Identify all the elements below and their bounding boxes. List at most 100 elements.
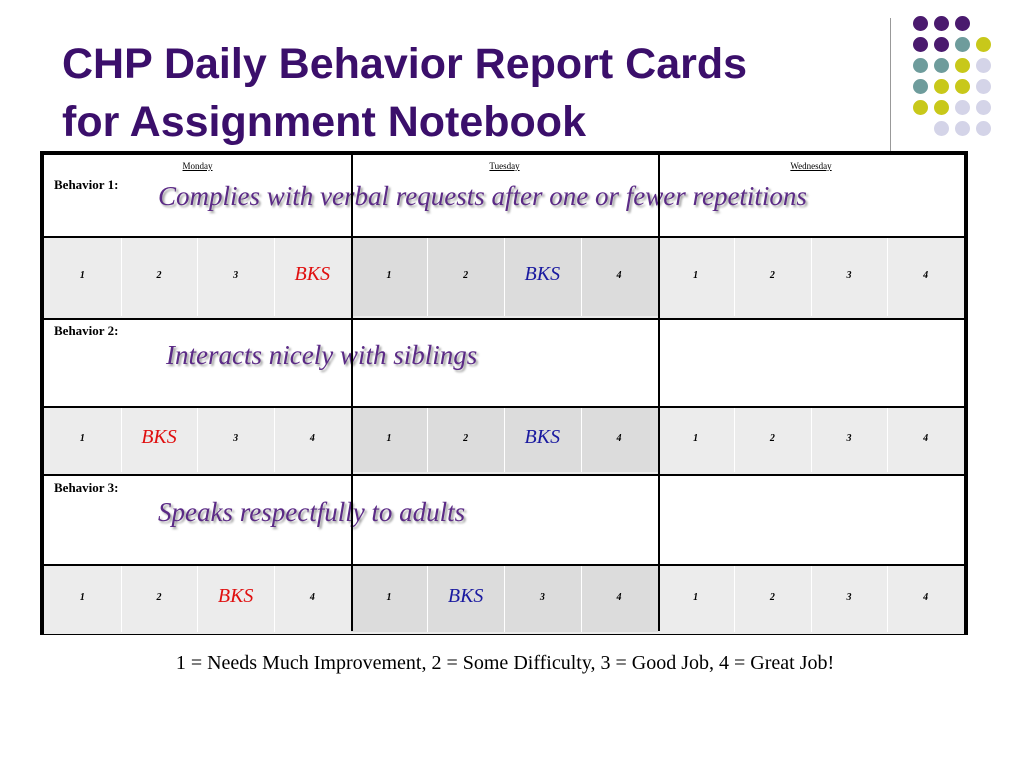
legend: 1 = Needs Much Improvement, 2 = Some Dif… [175,652,835,674]
behavior-label: Behavior 1: [54,177,119,192]
rating: 3 [539,592,545,603]
dot [976,37,991,52]
behavior-description: Interacts nicely with siblings [166,340,478,370]
title-line: CHP Daily Behavior Report Cards [62,40,748,88]
cell-line [120,566,122,632]
rating: 3 [846,270,852,281]
cell-line [120,238,122,316]
cell-line [504,408,505,472]
rating: 4 [309,592,315,603]
rating: 1 [693,592,699,603]
rating: 1 [693,433,699,444]
cell-line [274,408,275,472]
rating-mark: BKS [447,585,484,607]
rating: 2 [156,592,162,603]
rating: 2 [463,433,469,444]
rating: 2 [769,270,775,281]
rating-mark: BKS [524,426,561,448]
dot [955,58,970,73]
rating: 1 [79,592,85,603]
rating: 4 [923,270,929,281]
rating: 2 [156,270,162,281]
cell-line [734,408,735,472]
rating: 4 [309,433,315,444]
rating-mark: BKS [141,426,177,448]
cell-line [810,566,812,632]
cell-line [504,566,505,632]
dot [955,37,970,52]
cell-line [427,566,429,632]
cell-line [197,566,199,632]
rating: 4 [923,592,929,603]
cell-line [120,408,122,472]
cell-line [887,408,889,472]
rating: 3 [846,592,852,603]
rating: 3 [846,433,852,444]
dot [955,100,970,115]
cell-line [504,238,505,316]
behavior-description: Speaks respectfully to adults [158,497,466,527]
cell-line [274,238,275,316]
rating: 2 [769,592,775,603]
dot [955,79,970,94]
dot [955,16,970,31]
rating: 4 [616,592,622,603]
rating: 2 [769,433,775,444]
report-table: Monday Tuesday Wednesday Behavior 1: Complie… [40,151,968,635]
dot [934,121,949,136]
day-divider [351,155,353,631]
dot [976,121,991,136]
dot [934,79,949,94]
behavior-label: Behavior 3: [54,480,119,495]
cell-line [427,238,429,316]
dot [976,58,991,73]
cell-line [887,238,889,316]
cell-line [427,408,429,472]
rating-mark: BKS [217,585,254,607]
cell-line [274,566,275,632]
day-header: Tuesday [489,161,520,171]
dot [934,16,949,31]
cell-line [734,238,735,316]
rating: 3 [233,270,239,281]
cell-line [810,408,812,472]
dot [976,79,991,94]
rating: 4 [616,270,622,281]
cell-line [580,408,582,472]
rating: 1 [693,270,699,281]
rating: 1 [79,270,85,281]
day-header: Monday [182,161,213,171]
dot [913,100,928,115]
divider [890,18,891,186]
day-divider [658,155,660,631]
day-header: Wednesday [790,161,832,171]
dot [934,100,949,115]
cell-line [580,238,582,316]
rating: 4 [616,433,622,444]
cell-line [197,238,199,316]
behavior-description: Complies with verbal requests after one … [158,181,807,211]
cell-line [197,408,199,472]
title-line: for Assignment Notebook [62,98,586,146]
behavior-label: Behavior 2: [54,323,119,338]
dot [913,37,928,52]
cell-line [810,238,812,316]
rating: 1 [79,433,85,444]
cell-line [734,566,735,632]
rating-mark: BKS [524,263,561,285]
dot [934,37,949,52]
rating: 1 [386,592,392,603]
dot [955,121,970,136]
rating-mark: BKS [294,263,331,285]
dot [976,100,991,115]
cell-line [887,566,889,632]
rating: 2 [463,270,469,281]
dot [913,16,928,31]
cell-line [580,566,582,632]
dot [913,58,928,73]
rating: 1 [386,433,392,444]
rating: 3 [233,433,239,444]
rating: 1 [386,270,392,281]
rating: 4 [923,433,929,444]
